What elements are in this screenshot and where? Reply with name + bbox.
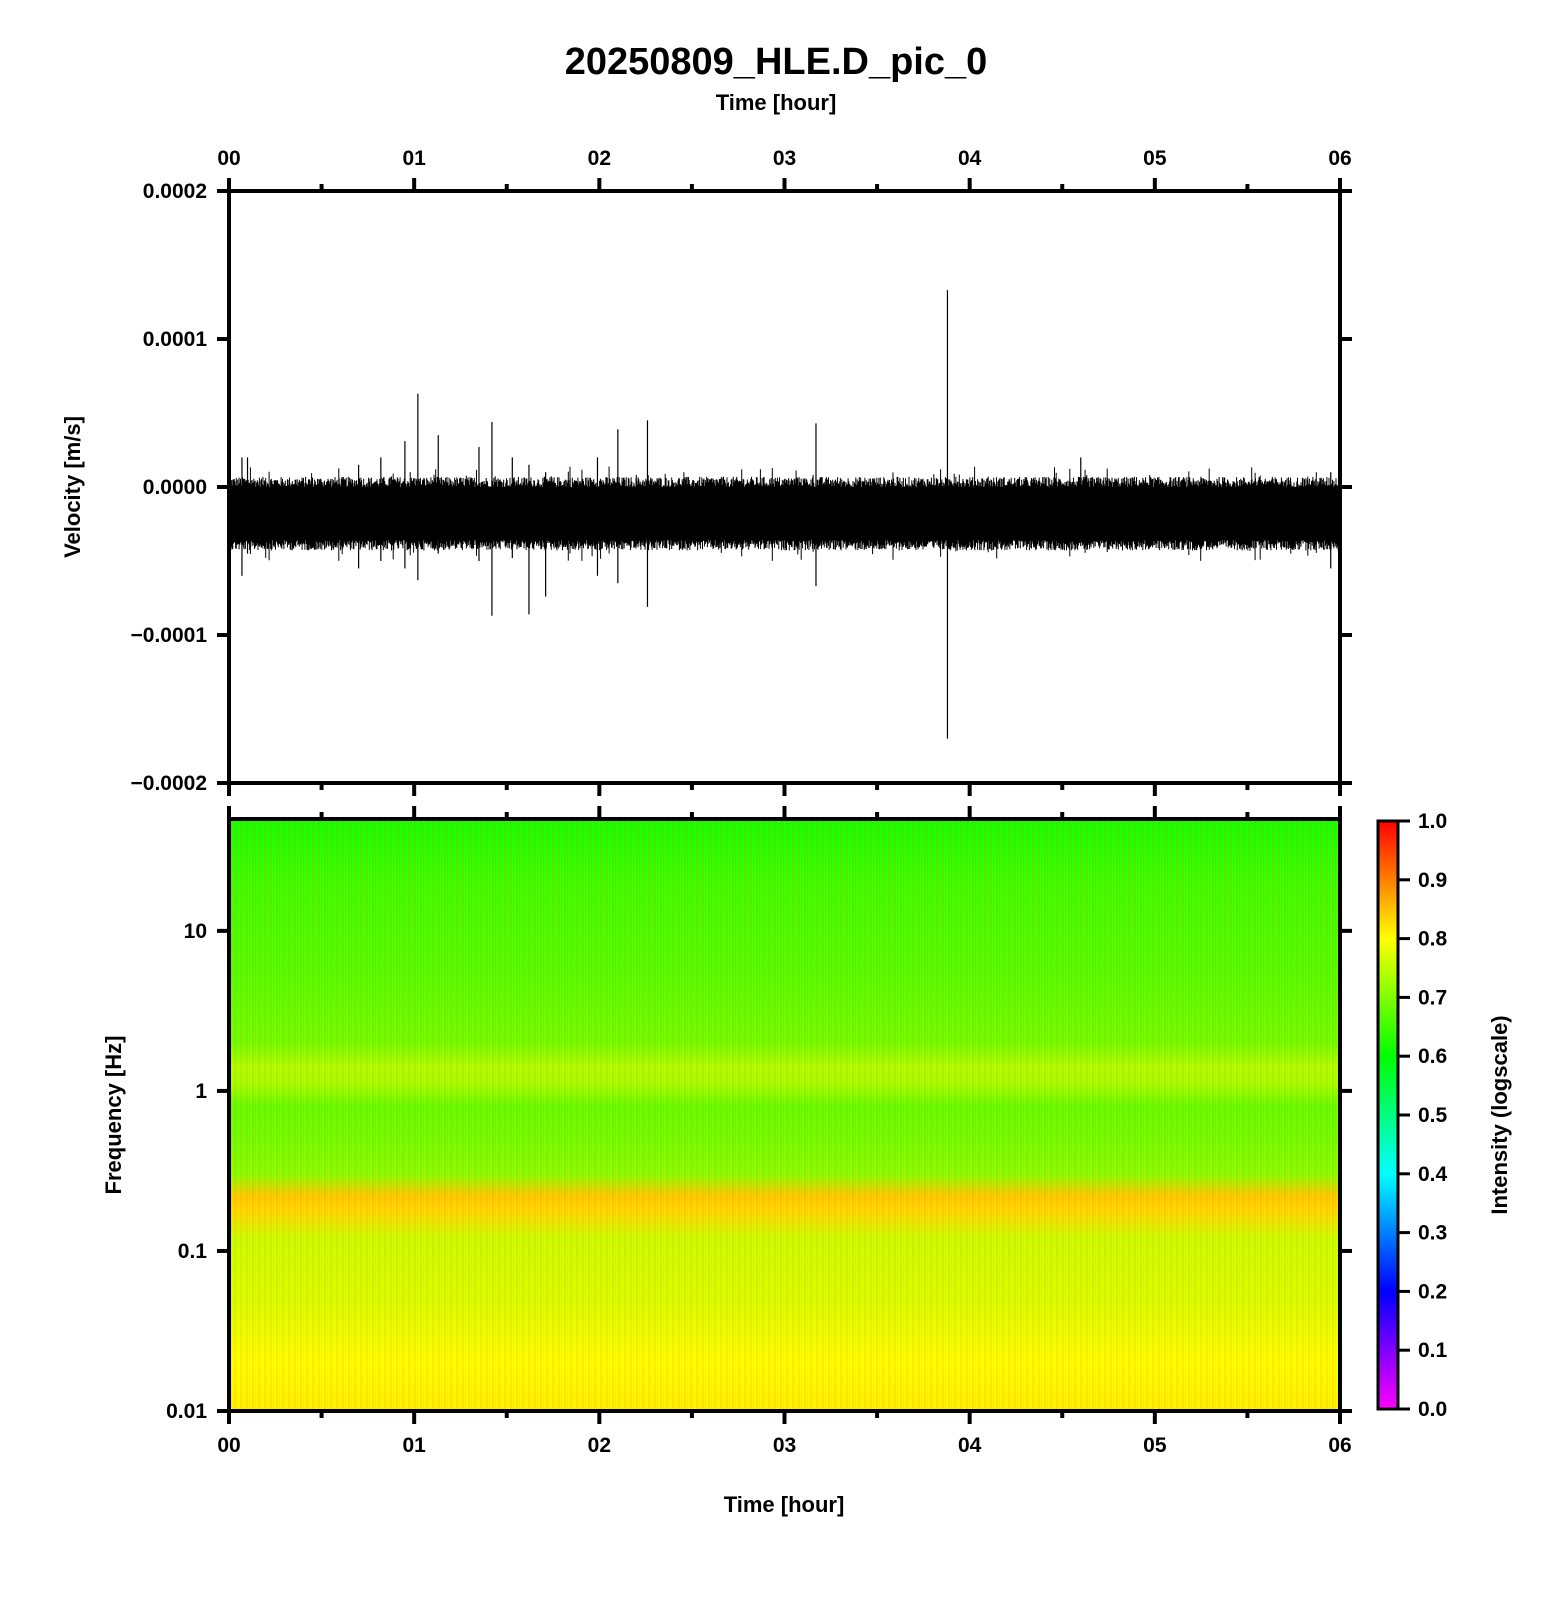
- spectrogram-y-tick-label: 10: [184, 920, 207, 943]
- spectrogram-top-x-ticks: [227, 806, 1342, 819]
- chart-title: 20250809_HLE.D_pic_0: [565, 41, 988, 83]
- waveform-trace: [229, 466, 1340, 561]
- colorbar-tick-label: 0.6: [1418, 1045, 1447, 1068]
- colorbar-tick-label: 1.0: [1418, 810, 1447, 833]
- top-x-axis-label: Time [hour]: [716, 90, 837, 115]
- spectrogram-bottom-x-tick-label: 05: [1143, 1434, 1167, 1457]
- spectrogram-y-axis-label: Frequency [Hz]: [101, 1036, 126, 1195]
- waveform-noise: [229, 466, 1340, 561]
- spectrogram-x-axis-label: Time [hour]: [724, 1492, 845, 1517]
- colorbar-tick-label: 0.1: [1418, 1339, 1448, 1362]
- spectrogram-bottom-x-tick-label: 03: [773, 1434, 796, 1457]
- spectrogram-bottom-x-tick-label: 04: [958, 1434, 982, 1457]
- waveform-top-x-tick-label: 06: [1328, 147, 1351, 170]
- spectrogram-bottom-x-tick-label: 00: [217, 1434, 240, 1457]
- colorbar-gradient-bar: [1376, 819, 1400, 1411]
- waveform-top-x-tick-label: 03: [773, 147, 796, 170]
- colorbar-label: Intensity (logscale): [1487, 1015, 1512, 1214]
- spectrogram-texture-overlay: [229, 819, 1340, 1411]
- colorbar-ticks: 1.0 0.9 0.8 0.7 0.6 0.5 0.4 0.3 0.2 0.1 0.0: [1398, 810, 1448, 1421]
- waveform-top-x-tick-label: 00: [217, 147, 240, 170]
- colorbar-tick-label: 0.8: [1418, 928, 1448, 951]
- spectrogram-bottom-x-tick-label: 01: [402, 1434, 426, 1457]
- waveform-top-x-ticks: 00 01 02 03 04 05 06: [217, 147, 1352, 191]
- waveform-top-x-tick-label: 01: [402, 147, 426, 170]
- waveform-y-tick-label: −0.0002: [131, 772, 208, 795]
- waveform-top-x-tick-label: 04: [958, 147, 982, 170]
- waveform-y-tick-label: 0.0001: [143, 328, 208, 351]
- colorbar-tick-label: 0.7: [1418, 986, 1447, 1009]
- colorbar-tick-label: 0.0: [1418, 1398, 1447, 1421]
- waveform-y-ticks: 0.0002 0.0001 0.0000 −0.0001 −0.0002: [131, 180, 1352, 795]
- waveform-top-x-tick-label: 02: [588, 147, 611, 170]
- waveform-y-tick-label: 0.0002: [143, 180, 207, 203]
- spectrogram-y-tick-label: 0.01: [166, 1400, 207, 1423]
- colorbar: 1.0 0.9 0.8 0.7 0.6 0.5 0.4 0.3 0.2 0.1 0.0 Intens…: [1376, 810, 1512, 1421]
- waveform-spikes: [241, 290, 1332, 739]
- waveform-y-tick-label: 0.0000: [143, 476, 207, 499]
- spectrogram-bottom-x-tick-label: 06: [1328, 1434, 1351, 1457]
- colorbar-tick-label: 0.9: [1418, 869, 1447, 892]
- colorbar-tick-label: 0.4: [1418, 1163, 1448, 1186]
- spectrogram-y-ticks: 10 1 0.1 0.01: [166, 920, 1352, 1423]
- colorbar-tick-label: 0.3: [1418, 1222, 1447, 1245]
- spectrogram-y-tick-label: 0.1: [178, 1240, 208, 1263]
- spectrogram-bottom-x-ticks: 00 01 02 03 04 05 06: [217, 1411, 1352, 1457]
- spectrogram-y-tick-label: 1: [195, 1080, 207, 1103]
- waveform-bottom-x-ticks: [227, 783, 1342, 796]
- waveform-top-x-tick-label: 05: [1143, 147, 1167, 170]
- waveform-panel: 00 01 02 03 04 05 06 0.0002 0.0001 0.0000 −0.0001…: [60, 147, 1352, 796]
- spectrogram-panel: 00 01 02 03 04 05 06 10 1 0.1 0.01 Frequency [Hz]…: [101, 806, 1352, 1517]
- waveform-y-tick-label: −0.0001: [131, 624, 208, 647]
- spectrogram-bottom-x-tick-label: 02: [588, 1434, 611, 1457]
- colorbar-tick-label: 0.2: [1418, 1280, 1447, 1303]
- waveform-y-axis-label: Velocity [m/s]: [60, 416, 85, 558]
- colorbar-tick-label: 0.5: [1418, 1104, 1448, 1127]
